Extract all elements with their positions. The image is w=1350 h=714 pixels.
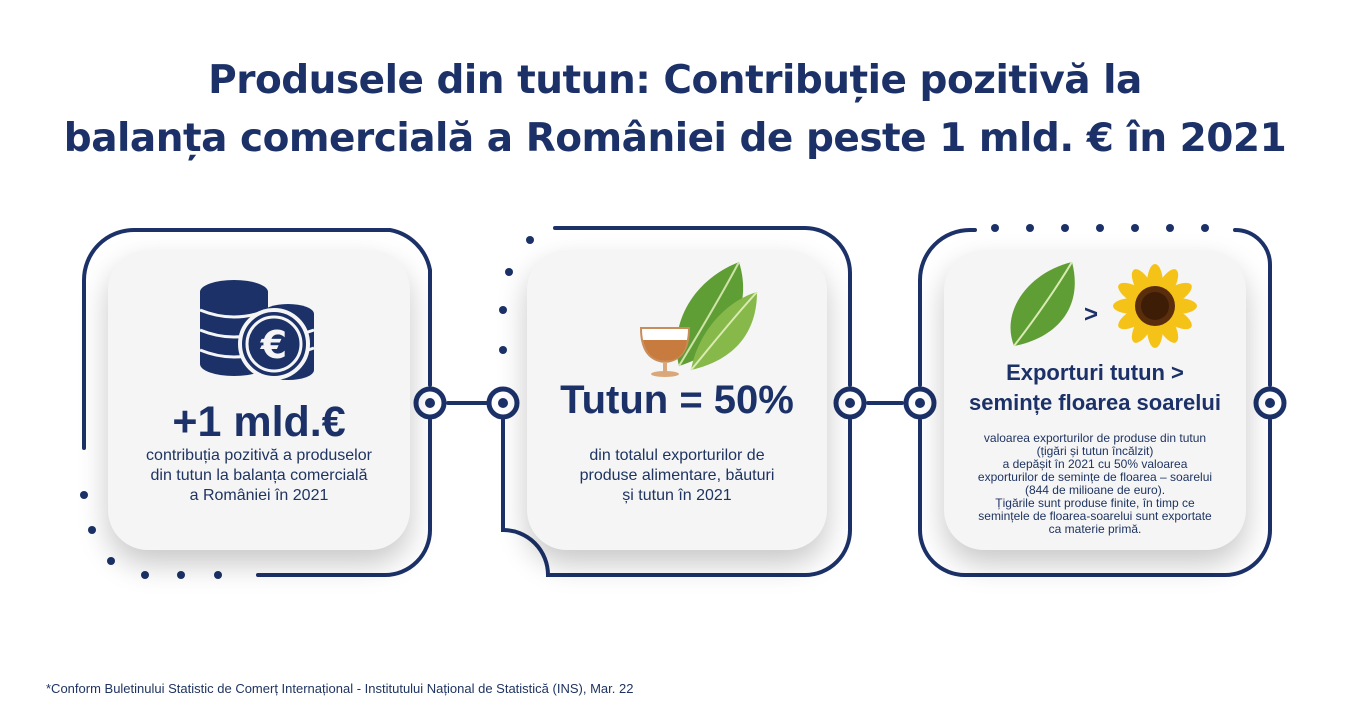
card1-text: contribuția pozitivă a produselor din tu…: [146, 447, 372, 504]
page-title: Produsele din tutun: Contribuție pozitiv…: [0, 52, 1350, 168]
footnote: *Conform Buletinului Statistic de Comerț…: [46, 681, 634, 696]
card3-headline-line1: Exporturi tutun >: [1006, 360, 1184, 385]
card3-text: valoarea exporturilor de produse din tut…: [977, 431, 1213, 536]
tobacco-leaf-and-glass-icon: [639, 261, 758, 377]
card-trade-balance: € +1 mld.€ contribuția pozitivă a produs…: [108, 250, 410, 550]
euro-coins-icon: €: [199, 280, 315, 380]
card2-headline: Tutun = 50%: [560, 378, 794, 422]
card3-headline: Exporturi tutun > semințe floarea soarel…: [944, 358, 1246, 418]
title-line-2: balanța comercială a României de peste 1…: [63, 116, 1287, 161]
greater-than-sign: >: [1084, 301, 1098, 328]
title-line-1: Produsele din tutun: Contribuție pozitiv…: [208, 58, 1142, 103]
sunflower-icon: [1113, 264, 1197, 348]
card2-text: din totalul exporturilor de produse alim…: [579, 447, 775, 504]
card1-headline: +1 mld.€: [172, 398, 346, 446]
svg-text:€: €: [260, 323, 287, 367]
tobacco-leaf-vs-sunflower-icon: >: [1010, 261, 1197, 348]
tobacco-leaf-icon: [1010, 261, 1075, 347]
card3-headline-line2: semințe floarea soarelui: [969, 390, 1221, 415]
card-tobacco-share: Tutun = 50% din totalul exporturilor de …: [527, 250, 827, 550]
card-exports-comparison: > Exporturi tutun > semințe floarea soar: [944, 250, 1246, 550]
